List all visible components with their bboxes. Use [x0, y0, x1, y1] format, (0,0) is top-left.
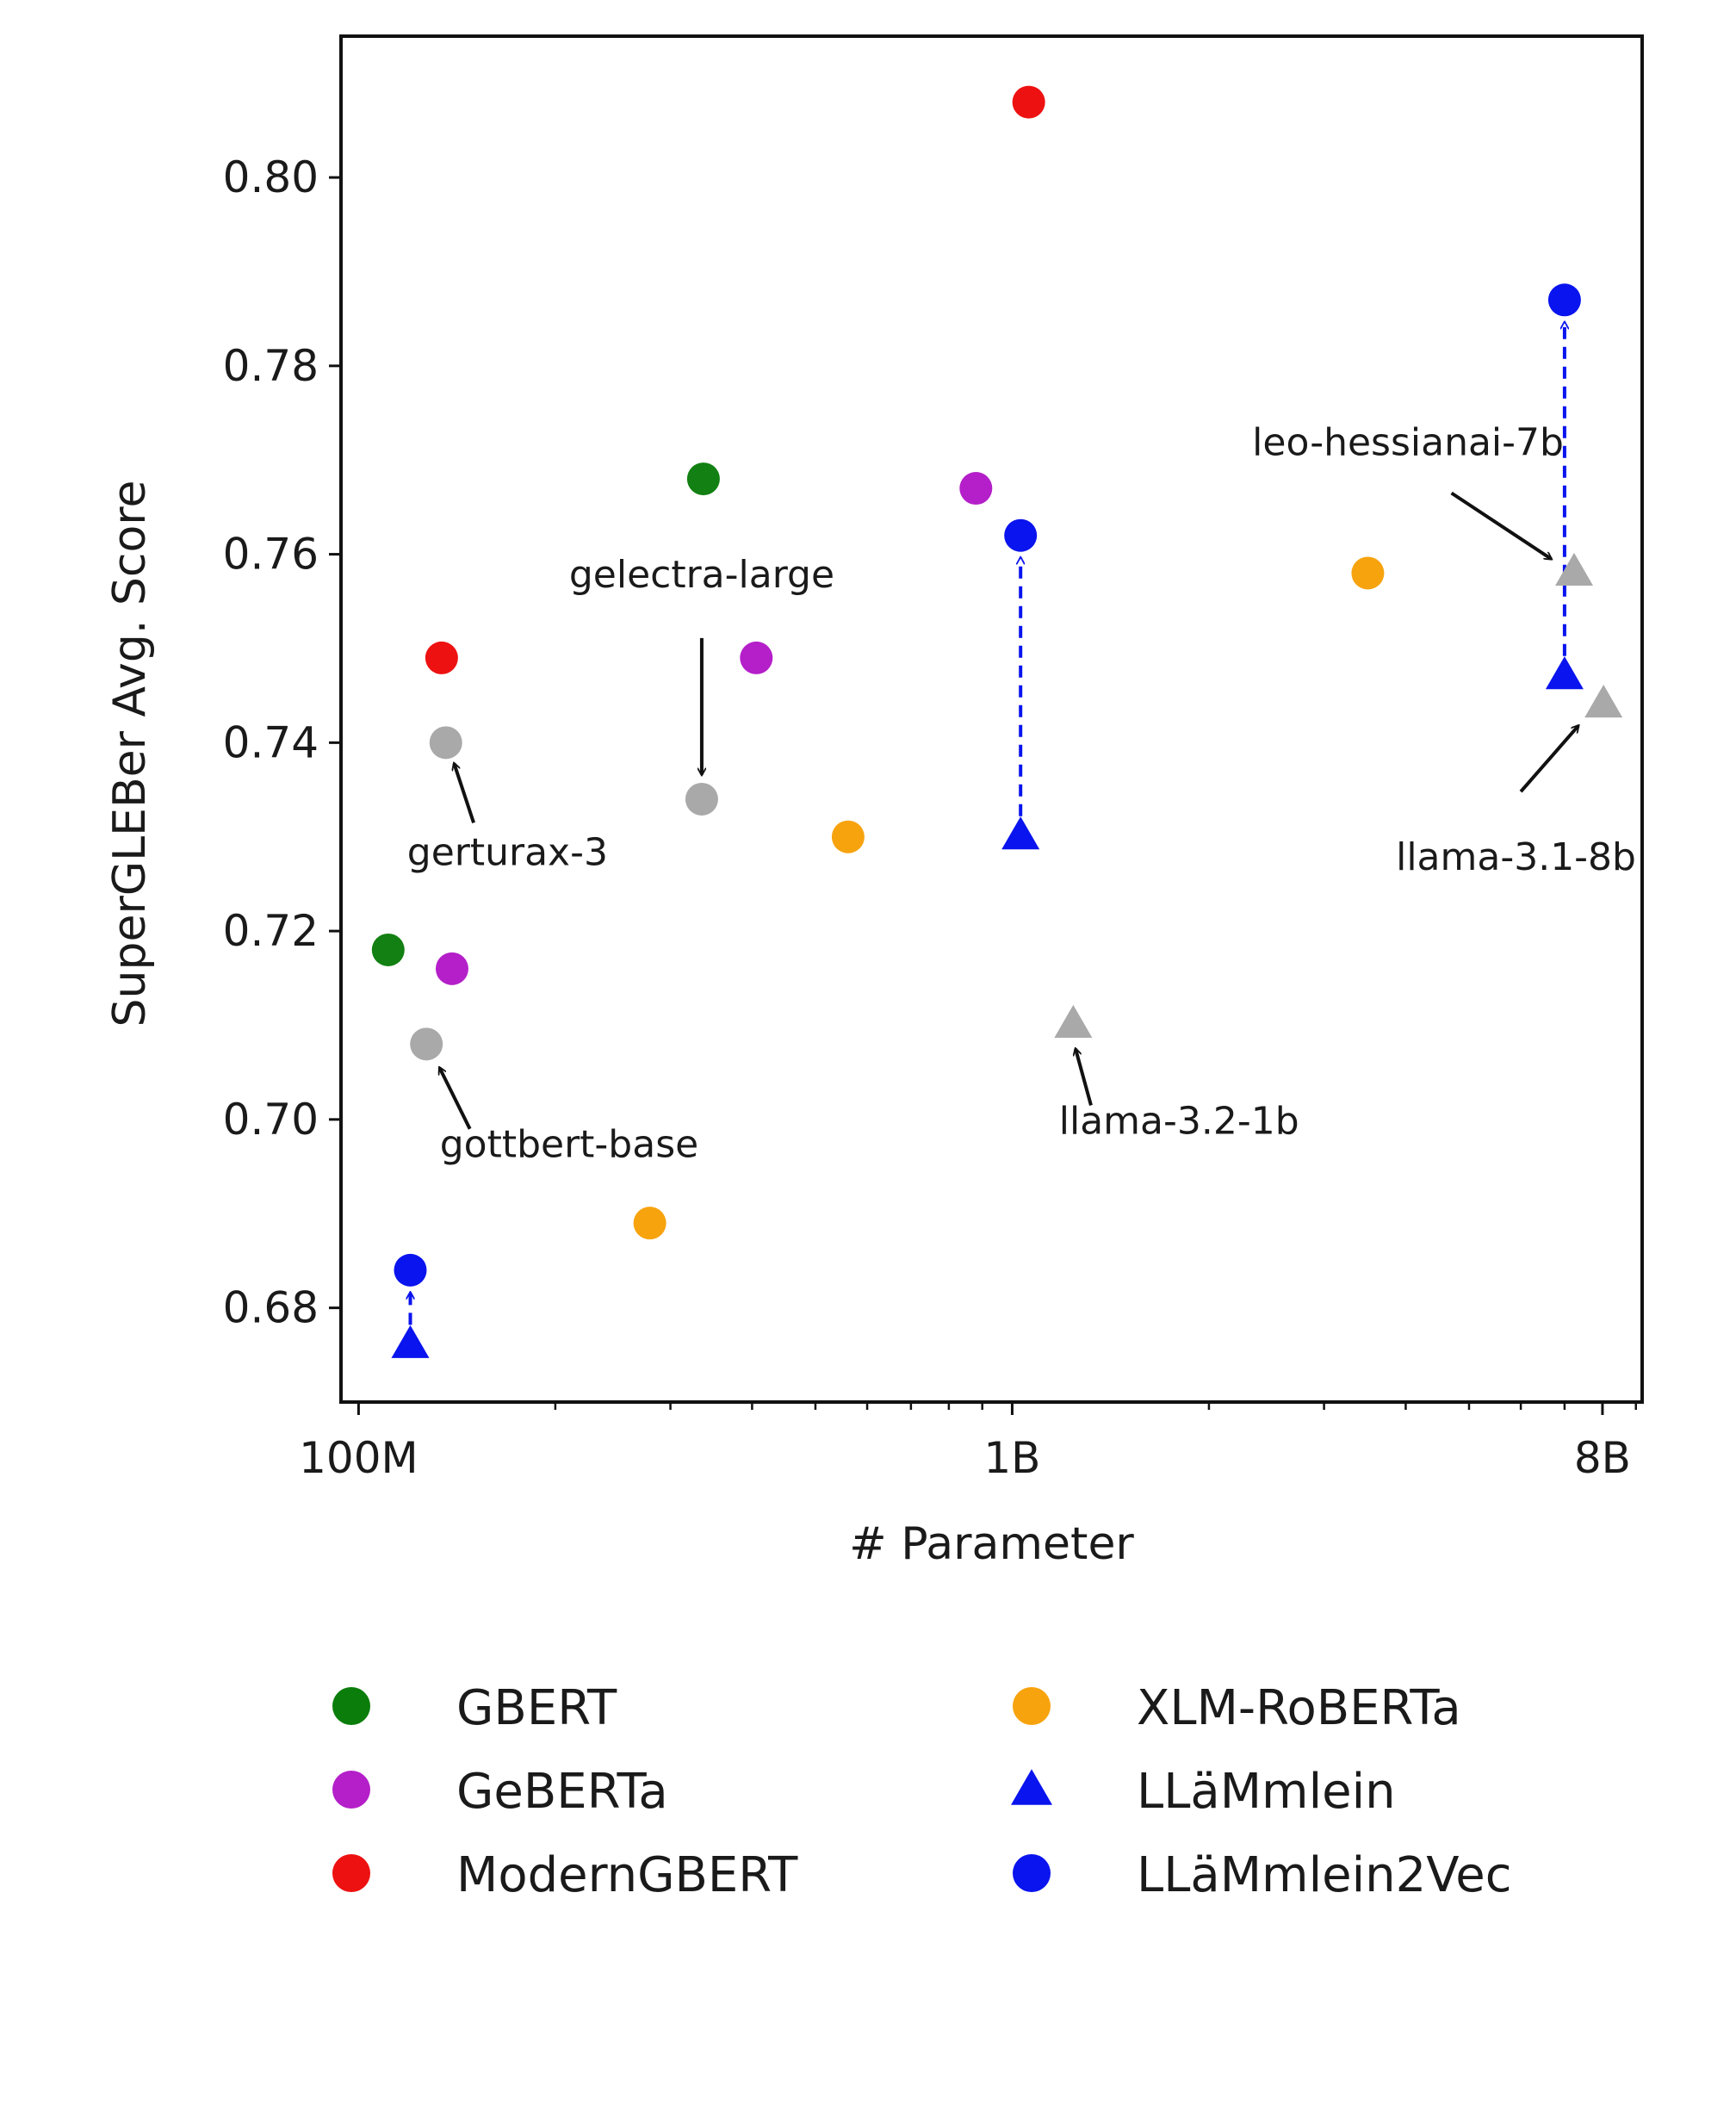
- xlm-roberta-point: [831, 820, 865, 853]
- ll-mmlein2vec-point: [1547, 283, 1581, 317]
- x-tick-label: 8B: [1574, 1433, 1631, 1483]
- gbert-point: [371, 933, 405, 966]
- x-tick-label: 100M: [299, 1433, 418, 1483]
- geberta-point: [435, 952, 468, 985]
- annotation-label: llama-3.2-1b: [1059, 1099, 1299, 1143]
- annotation-label: gelectra-large: [569, 553, 834, 597]
- upgrade-arrows: [410, 322, 1564, 1325]
- geberta-point: [959, 472, 993, 506]
- annotation-arrow: [1519, 726, 1578, 793]
- legend-marker-circle-icon: [332, 1687, 370, 1725]
- annotation-label: gottbert-base: [440, 1123, 698, 1167]
- moderngbert-point: [425, 641, 458, 674]
- legend: GBERT GeBERTa ModernGBERT XLM-RoBERTa LLäMml…: [332, 1680, 1511, 1903]
- ll-mmlein-point: [1545, 656, 1584, 690]
- legend-marker-circle-icon: [1013, 1854, 1051, 1892]
- legend-label: GBERT: [456, 1680, 617, 1736]
- annotation-label: gerturax-3: [407, 831, 608, 875]
- x-axis-title: # Parameter: [849, 1518, 1134, 1570]
- ll-mmlein-point: [1001, 816, 1040, 850]
- ll-mmlein2vec-point: [394, 1253, 427, 1287]
- xlm-roberta-point: [633, 1207, 666, 1240]
- y-tick-label: 0.80: [223, 152, 319, 202]
- axes: 0.68 0.70 0.72 0.74 0.76 0.78 0.80 100M 1B 8B: [223, 152, 1638, 1483]
- legend-label: LLäMmlein2Vec: [1137, 1847, 1511, 1903]
- other-model-point: [1555, 552, 1594, 586]
- y-tick-label: 0.72: [223, 906, 319, 956]
- x-tick-label: 1B: [983, 1433, 1040, 1483]
- legend-marker-circle-icon: [332, 1771, 370, 1809]
- annotation-label: llama-3.1-8b: [1396, 835, 1636, 879]
- legend-marker-triangle-icon: [1011, 1769, 1052, 1805]
- y-tick-label: 0.70: [223, 1095, 319, 1145]
- y-axis-title: SuperGLEBer Avg. Score: [104, 480, 156, 1027]
- ll-mmlein2vec-point: [1004, 518, 1038, 552]
- annotation-labels: gottbert-base gerturax-3 gelectra-large lla…: [407, 421, 1636, 1167]
- data-points: [371, 85, 1623, 1358]
- annotation-arrow: [454, 763, 475, 823]
- y-tick-label: 0.78: [223, 341, 319, 391]
- other-model-point: [685, 782, 718, 816]
- plot-frame: [339, 34, 1644, 1404]
- geberta-point: [740, 641, 773, 674]
- other-model-point: [429, 726, 462, 760]
- legend-label: LLäMmlein: [1137, 1764, 1396, 1820]
- ll-mmlein-point: [391, 1325, 430, 1358]
- legend-label: ModernGBERT: [456, 1847, 798, 1903]
- gbert-point: [686, 462, 720, 496]
- annotation-arrow: [1076, 1049, 1093, 1106]
- legend-label: XLM-RoBERTa: [1137, 1680, 1461, 1736]
- other-model-point: [410, 1027, 443, 1061]
- legend-marker-circle-icon: [1013, 1687, 1051, 1725]
- y-tick-label: 0.74: [223, 717, 319, 767]
- legend-marker-circle-icon: [332, 1854, 370, 1892]
- annotation-label: leo-hessianai-7b: [1252, 421, 1564, 465]
- annotation-arrow: [439, 1068, 472, 1130]
- other-model-point: [1584, 684, 1623, 718]
- legend-label: GeBERTa: [456, 1764, 668, 1820]
- other-model-point: [1054, 1004, 1093, 1038]
- y-tick-label: 0.68: [223, 1283, 319, 1333]
- annotation-arrow: [1450, 491, 1552, 561]
- xlm-roberta-point: [1351, 556, 1385, 590]
- annotation-arrows: [439, 491, 1578, 1130]
- y-tick-label: 0.76: [223, 530, 319, 580]
- moderngbert-point: [1012, 85, 1045, 119]
